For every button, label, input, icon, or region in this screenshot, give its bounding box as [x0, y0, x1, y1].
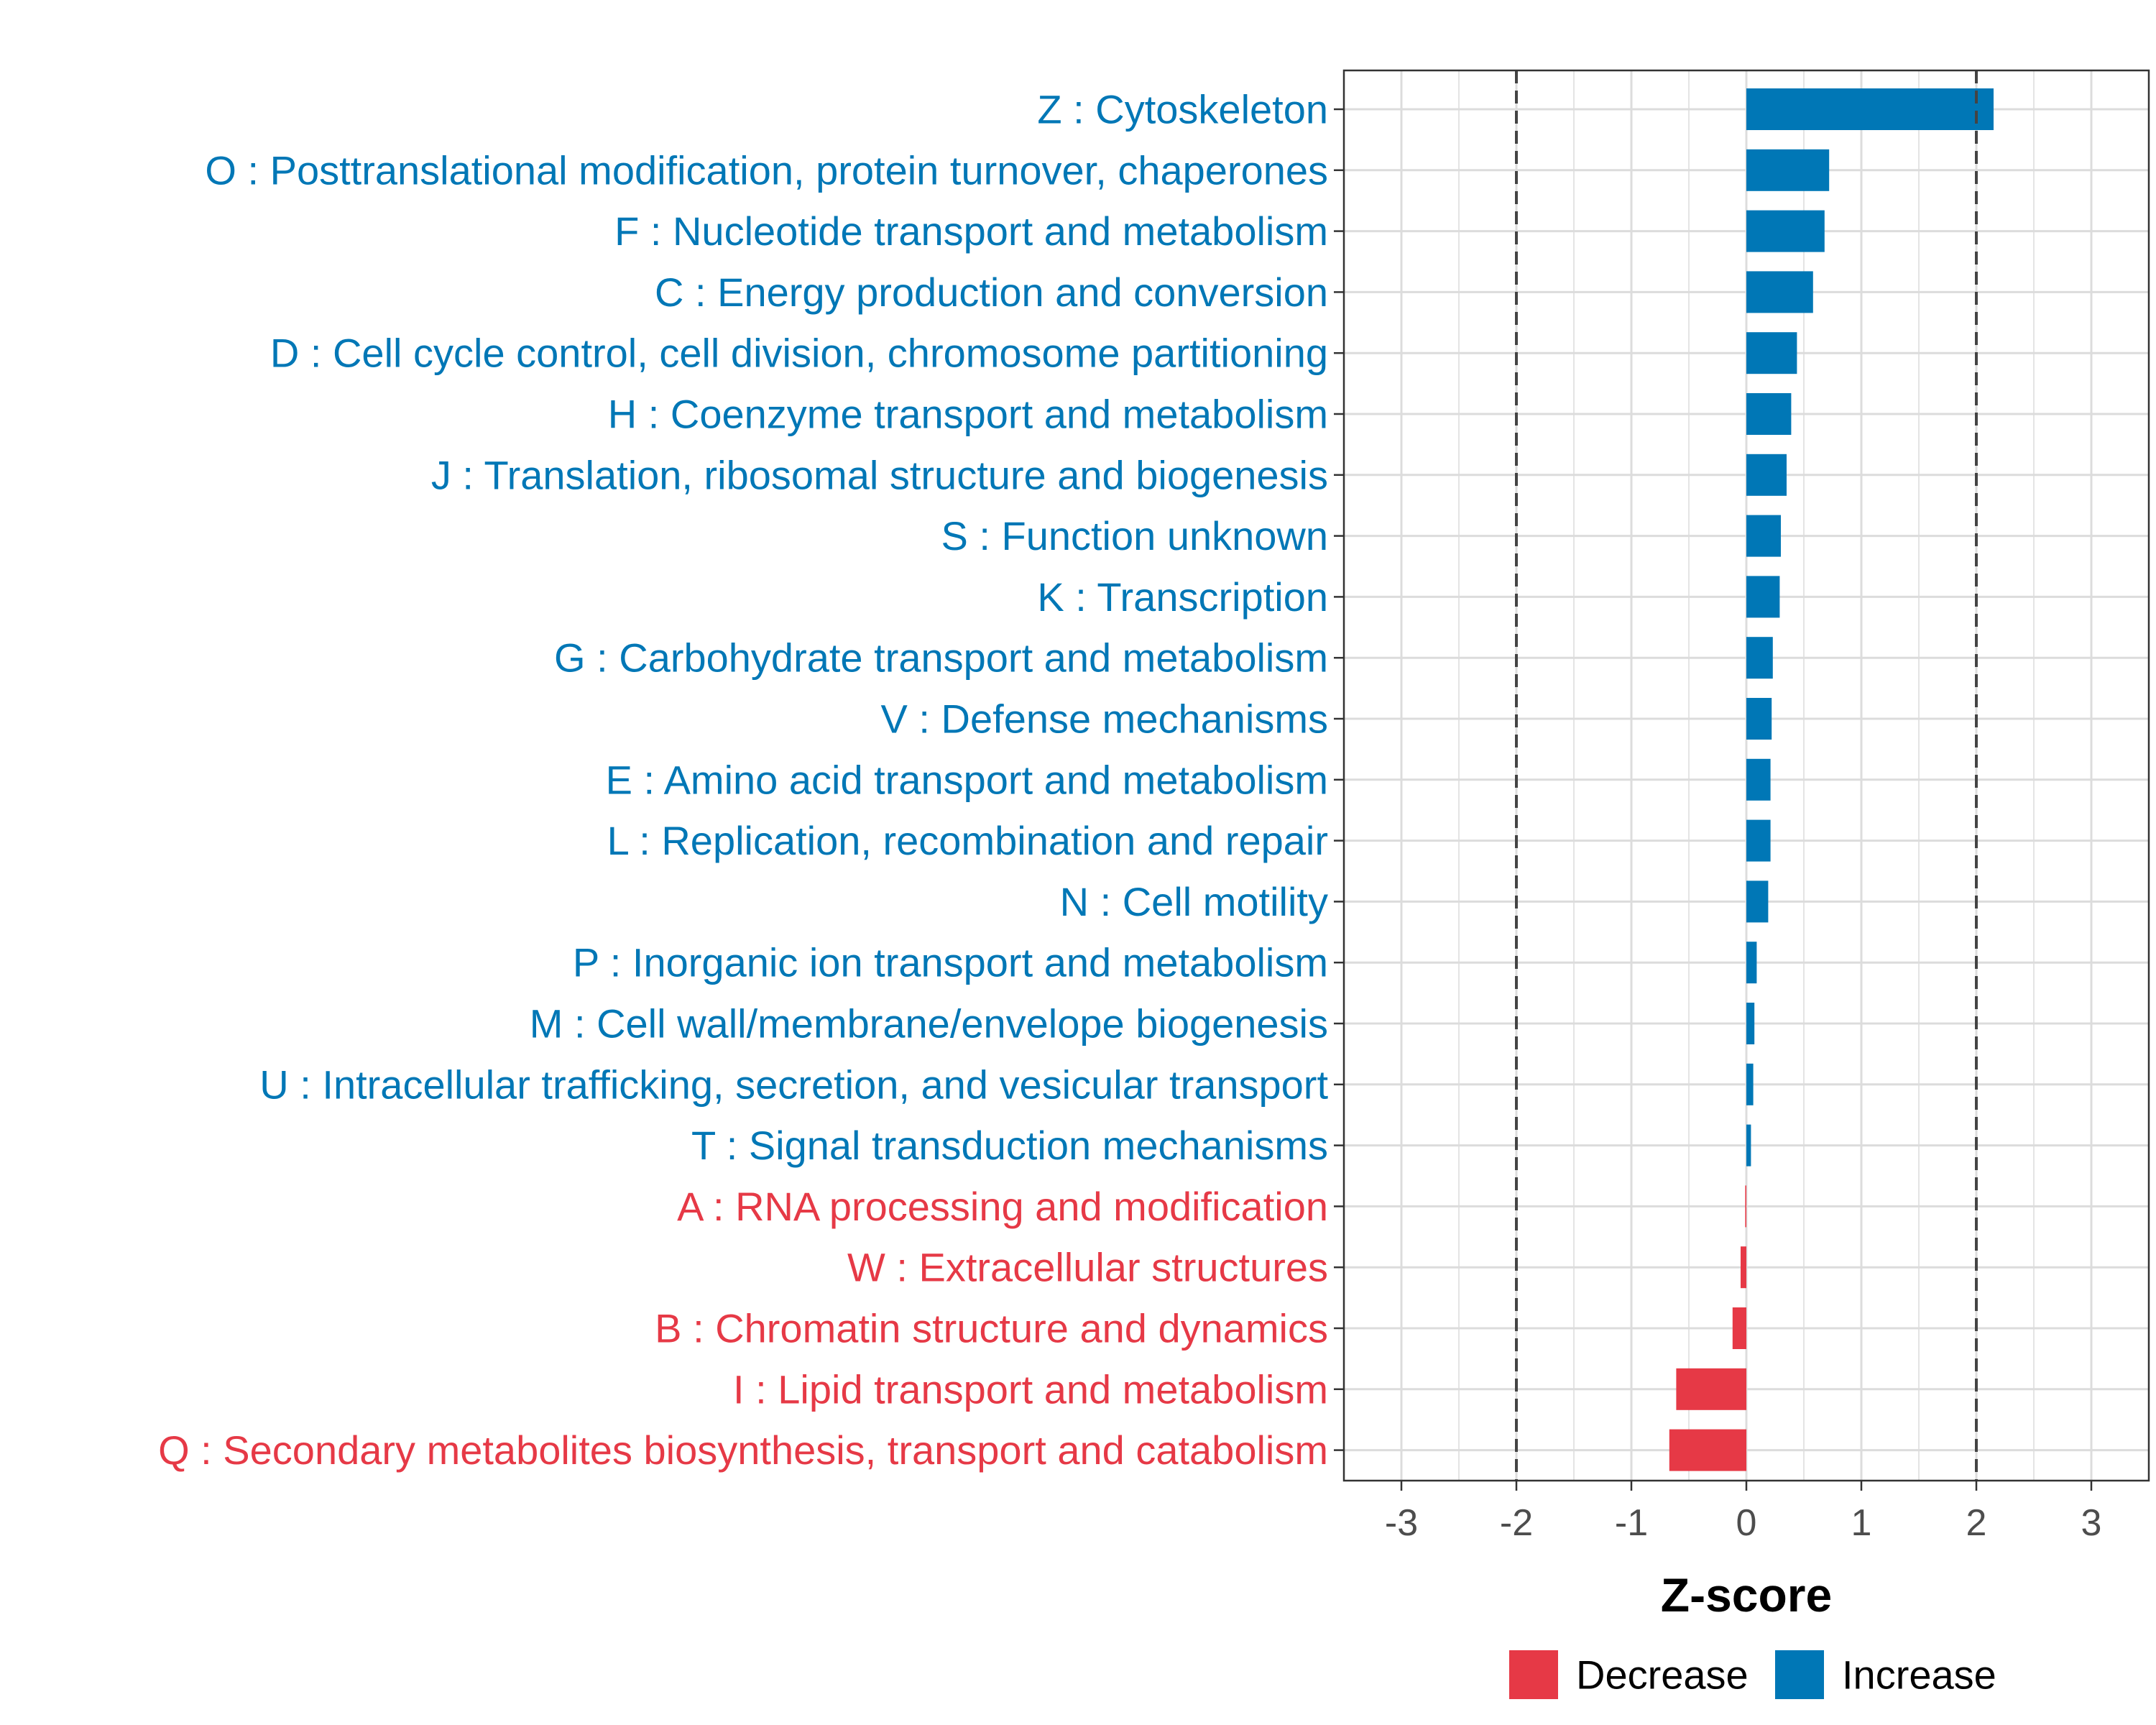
y-tick-label: A : RNA processing and modification	[677, 1184, 1328, 1229]
y-tick-label: L : Replication, recombination and repai…	[607, 818, 1328, 863]
y-tick-layer: Z : Cytoskeleton O : Posttranslational mo…	[158, 87, 1344, 1473]
bar	[1745, 1185, 1746, 1228]
x-tick-label: -3	[1385, 1502, 1418, 1544]
y-tick-label: E : Amino acid transport and metabolism	[606, 757, 1328, 802]
bar	[1746, 393, 1792, 435]
bar	[1746, 454, 1787, 496]
y-tick-label: G : Carbohydrate transport and metabolis…	[554, 635, 1328, 681]
y-tick-label: H : Coenzyme transport and metabolism	[608, 392, 1328, 437]
legend-label: Increase	[1842, 1652, 1996, 1698]
bar	[1676, 1368, 1746, 1410]
y-tick-label: T : Signal transduction mechanisms	[691, 1123, 1328, 1168]
bar	[1746, 1003, 1755, 1044]
x-tick-label: 3	[2081, 1502, 2102, 1544]
legend-swatch	[1509, 1650, 1558, 1699]
y-tick-label: K : Transcription	[1037, 574, 1328, 620]
bar	[1746, 210, 1825, 252]
y-tick-label: U : Intracellular trafficking, secretion…	[259, 1062, 1328, 1107]
bar	[1741, 1246, 1746, 1289]
y-tick-label: N : Cell motility	[1060, 879, 1328, 924]
y-tick-label: F : Nucleotide transport and metabolism	[614, 208, 1328, 254]
bar-layer	[1669, 88, 1994, 1471]
y-tick-label: Q : Secondary metabolites biosynthesis, …	[158, 1427, 1328, 1473]
x-tick-label: 1	[1851, 1502, 1872, 1544]
bar	[1746, 880, 1769, 923]
threshold-layer	[1515, 70, 1978, 1481]
bar	[1746, 698, 1772, 740]
y-tick-label: O : Posttranslational modification, prot…	[205, 147, 1328, 193]
x-tick-label: 2	[1966, 1502, 1987, 1544]
y-tick-label: J : Translation, ribosomal structure and…	[431, 452, 1328, 497]
bar	[1669, 1429, 1746, 1471]
bar	[1746, 149, 1830, 191]
y-tick-label: S : Function unknown	[941, 513, 1328, 558]
legend-label: Decrease	[1576, 1652, 1749, 1698]
y-tick-label: I : Lipid transport and metabolism	[733, 1366, 1328, 1412]
x-tick-label: -2	[1500, 1502, 1533, 1544]
bar	[1746, 758, 1771, 801]
y-tick-label: C : Energy production and conversion	[655, 270, 1328, 315]
y-tick-label: Z : Cytoskeleton	[1037, 87, 1328, 132]
x-tick-layer: -3 -2 -1 0 1 2 3	[1385, 1481, 2102, 1544]
bar	[1746, 332, 1797, 374]
bar	[1746, 637, 1773, 679]
y-tick-label: W : Extracellular structures	[847, 1245, 1328, 1290]
x-tick-label: 0	[1736, 1502, 1757, 1544]
y-tick-label: P : Inorganic ion transport and metaboli…	[573, 940, 1328, 985]
bar	[1746, 1063, 1754, 1105]
bar	[1746, 271, 1813, 313]
legend: Decrease Increase	[1509, 1650, 1996, 1699]
y-tick-label: D : Cell cycle control, cell division, c…	[270, 331, 1328, 376]
y-tick-label: B : Chromatin structure and dynamics	[655, 1306, 1328, 1351]
legend-swatch	[1775, 1650, 1824, 1699]
x-axis-label: Z-score	[1661, 1568, 1832, 1622]
x-tick-label: -1	[1615, 1502, 1648, 1544]
bar	[1746, 515, 1781, 557]
y-tick-label: V : Defense mechanisms	[881, 696, 1328, 742]
bar	[1732, 1307, 1746, 1349]
y-tick-label: M : Cell wall/membrane/envelope biogenes…	[530, 1001, 1328, 1046]
bar	[1746, 576, 1780, 618]
bar	[1746, 88, 1994, 130]
bar	[1746, 1124, 1751, 1167]
bar	[1746, 942, 1757, 984]
bar	[1746, 819, 1771, 862]
